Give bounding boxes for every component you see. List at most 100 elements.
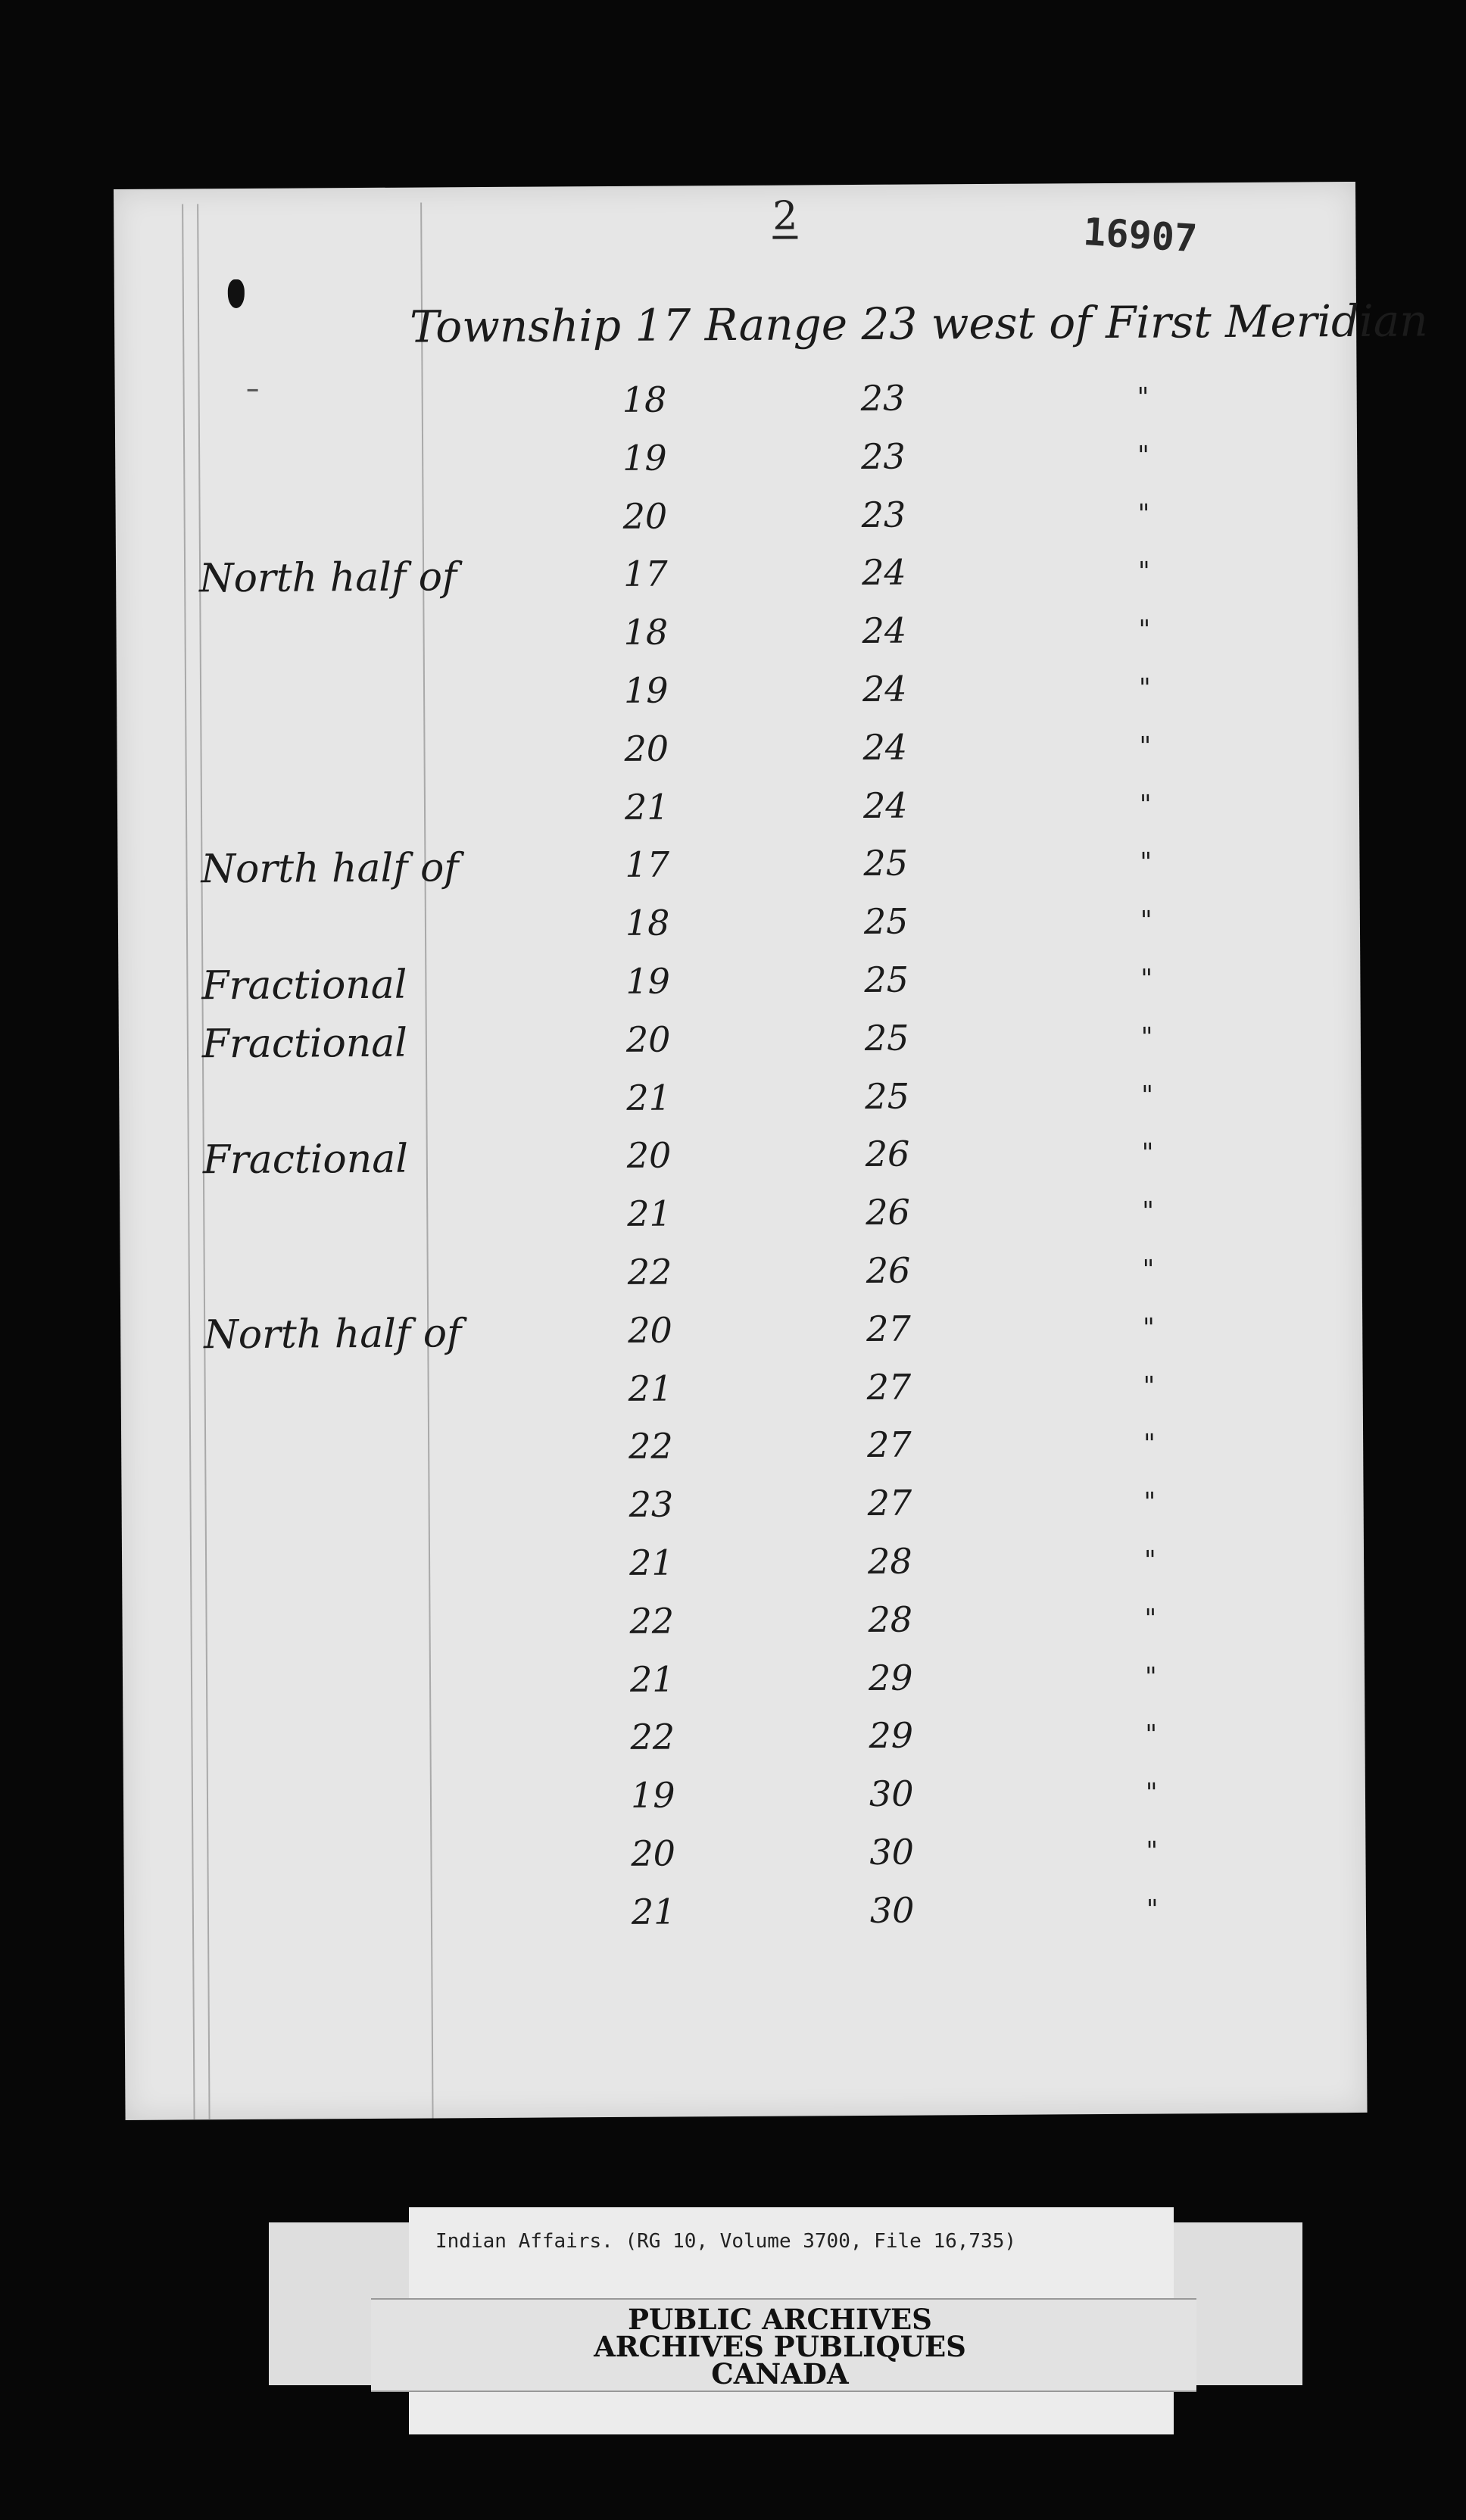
table-row: 22 27 " — [121, 1421, 1363, 1486]
archive-stamp: PUBLIC ARCHIVES ARCHIVES PUBLIQUES CANAD… — [564, 2303, 996, 2388]
stamp-line: ARCHIVES PUBLIQUES — [594, 2330, 966, 2363]
township-number: 19 — [630, 1774, 675, 1817]
ditto-mark: " — [1138, 614, 1151, 645]
ditto-mark: " — [1141, 1080, 1154, 1111]
table-row: Fractional 19 25 " — [118, 956, 1360, 1021]
table-row: 19 24 " — [117, 666, 1358, 731]
table-row: 21 26 " — [120, 1189, 1362, 1254]
ditto-mark: " — [1137, 557, 1150, 588]
range-number: 27 — [866, 1366, 912, 1408]
table-row: 21 27 " — [121, 1364, 1363, 1429]
range-number: 26 — [865, 1133, 910, 1175]
range-number: 25 — [863, 842, 909, 884]
township-number: 17 — [622, 553, 668, 595]
township-number: 21 — [626, 1077, 672, 1118]
township-number: 23 — [629, 1483, 674, 1526]
table-row: North half of 20 27 " — [120, 1305, 1362, 1371]
archive-stamp-strip — [371, 2298, 1196, 2392]
ditto-mark: " — [1140, 905, 1153, 936]
range-number: 24 — [862, 784, 908, 826]
range-number: 30 — [869, 1889, 915, 1931]
range-number: 23 — [861, 494, 906, 535]
row-label: North half of — [198, 554, 457, 602]
ditto-mark: " — [1145, 1720, 1158, 1751]
ditto-mark: " — [1140, 1021, 1153, 1053]
township-number: 21 — [628, 1368, 673, 1409]
ditto-mark: " — [1139, 731, 1152, 762]
range-number: 28 — [868, 1598, 913, 1640]
row-label: Fractional — [202, 1137, 409, 1184]
township-number: 21 — [627, 1193, 672, 1235]
township-number: 20 — [624, 728, 669, 769]
township-list: 18 23 " 19 23 " 20 23 " North half of 17 24 " 18 24 " 19… — [114, 182, 1355, 1932]
township-number: 18 — [623, 611, 669, 653]
township-number: 22 — [628, 1425, 673, 1467]
township-number: 21 — [629, 1658, 675, 1700]
range-number: 25 — [863, 900, 909, 943]
ditto-mark: " — [1144, 1603, 1157, 1634]
header-line: Township 17 Range 23 west of First Merid… — [409, 295, 1428, 353]
ditto-mark: " — [1137, 382, 1149, 413]
range-number: 30 — [869, 1831, 915, 1873]
file-number: 16907 — [1081, 209, 1199, 261]
table-row: 20 23 " — [115, 491, 1357, 557]
archive-reference: Indian Affairs. (RG 10, Volume 3700, Fil… — [435, 2230, 1017, 2253]
township-number: 19 — [625, 960, 671, 1002]
range-number: 28 — [867, 1540, 912, 1582]
table-row: 18 25 " — [118, 898, 1360, 963]
township-number: 20 — [628, 1309, 672, 1351]
ditto-mark: " — [1137, 498, 1150, 529]
range-number: 29 — [868, 1657, 913, 1698]
range-number: 25 — [864, 1017, 909, 1059]
range-number: 30 — [869, 1773, 914, 1815]
range-number: 26 — [866, 1249, 911, 1291]
ditto-mark: " — [1143, 1312, 1155, 1343]
ditto-mark: " — [1144, 1661, 1157, 1692]
table-row: 19 23 " — [115, 433, 1357, 498]
range-number: 23 — [860, 377, 906, 419]
table-row: 23 27 " — [121, 1480, 1363, 1545]
range-number: 24 — [861, 552, 906, 594]
table-row: 20 30 " — [123, 1829, 1365, 1894]
row-label: Fractional — [201, 1020, 408, 1068]
ditto-mark: " — [1140, 847, 1153, 878]
document-page: 2 16907 Township 17 Range 23 west of Fir… — [114, 181, 1428, 2120]
township-number: 20 — [626, 1134, 672, 1177]
range-number: 25 — [865, 1075, 910, 1117]
ditto-mark: " — [1145, 1777, 1158, 1808]
table-row: North half of 17 24 " — [116, 549, 1358, 614]
stamp-line: PUBLIC ARCHIVES — [628, 2303, 932, 2336]
township-number: 21 — [629, 1542, 674, 1583]
ditto-mark: " — [1146, 1894, 1159, 1925]
range-number: 29 — [869, 1714, 914, 1757]
page-number: 2 — [772, 193, 798, 239]
ditto-mark: " — [1143, 1429, 1156, 1460]
ditto-mark: " — [1141, 1138, 1154, 1169]
table-row: 22 28 " — [122, 1596, 1364, 1661]
township-number: 18 — [622, 379, 667, 420]
table-row: 22 29 " — [123, 1712, 1365, 1777]
ditto-mark: " — [1146, 1835, 1159, 1867]
table-row: 21 25 " — [119, 1073, 1361, 1138]
range-number: 24 — [862, 610, 907, 652]
ditto-mark: " — [1140, 963, 1153, 994]
table-row: North half of 17 25 " — [117, 840, 1359, 905]
table-row: 18 23 " — [115, 375, 1357, 440]
ditto-mark: " — [1143, 1371, 1156, 1402]
ditto-mark: " — [1142, 1196, 1155, 1227]
ditto-mark: " — [1139, 789, 1152, 820]
township-number: 20 — [622, 495, 668, 537]
row-label: North half of — [201, 845, 459, 893]
range-number: 24 — [862, 726, 908, 768]
township-number: 19 — [623, 669, 669, 711]
table-row: 20 24 " — [117, 724, 1358, 789]
ink-blot — [227, 279, 245, 309]
ditto-mark: " — [1142, 1254, 1155, 1285]
table-row: 21 24 " — [117, 782, 1359, 847]
township-number: 20 — [625, 1018, 671, 1060]
table-row: 18 24 " — [116, 607, 1358, 672]
ditto-mark: " — [1143, 1486, 1156, 1517]
range-number: 27 — [867, 1482, 912, 1524]
table-row: Fractional 20 26 " — [120, 1131, 1362, 1196]
range-number: 26 — [866, 1191, 910, 1233]
